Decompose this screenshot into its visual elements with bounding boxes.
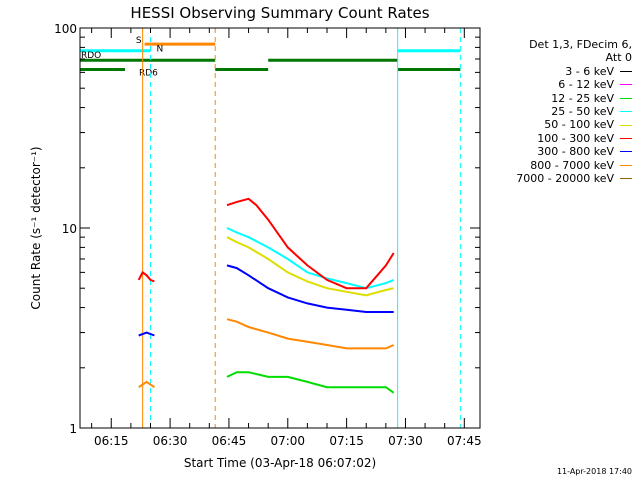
x-tick-label: 07:45 [447, 434, 482, 448]
legend-entry-label: 100 - 300 keV [537, 131, 614, 145]
legend-entry: 6 - 12 keV [492, 78, 632, 91]
series-line [226, 227, 395, 290]
footer-timestamp: 11-Apr-2018 17:40 [556, 467, 632, 476]
legend-entry-label: 50 - 100 keV [544, 118, 614, 132]
series-line [138, 331, 155, 337]
legend-entry: 12 - 25 keV [492, 92, 632, 105]
legend-swatch [620, 111, 632, 113]
flag-label: RD6 [139, 69, 158, 79]
legend-entry-label: 7000 - 20000 keV [516, 171, 614, 185]
x-tick-label: 07:30 [388, 434, 423, 448]
legend-entry: 25 - 50 keV [492, 105, 632, 118]
series-line [226, 197, 395, 290]
flag-label: N [156, 45, 163, 55]
legend-swatch [620, 151, 632, 153]
flag-bars: S N RDO RD6 [80, 36, 461, 79]
legend-entry: 50 - 100 keV [492, 118, 632, 131]
legend-swatch [620, 164, 632, 166]
y-tick-label: 100 [54, 22, 77, 36]
x-tick-label: 06:15 [94, 434, 129, 448]
legend-entry-label: 6 - 12 keV [558, 78, 614, 92]
x-tick-label: 07:00 [270, 434, 305, 448]
flag-label: S [136, 36, 142, 46]
legend-header-line-1: Det 1,3, FDecim 6, [529, 38, 632, 51]
legend-swatch [620, 97, 632, 99]
flag-label: RDO [81, 51, 101, 61]
series-line [226, 371, 395, 394]
legend-swatch [620, 178, 632, 180]
legend-swatch [620, 84, 632, 86]
series-line [226, 264, 394, 313]
x-axis-label: Start Time (03-Apr-18 06:07:02) [184, 456, 376, 470]
legend-header-line-2: Att 0 [605, 51, 632, 65]
series-line [138, 380, 155, 389]
series-lines [137, 197, 395, 394]
series-line [226, 318, 395, 350]
x-tick-label: 07:15 [329, 434, 364, 448]
legend-entry-label: 800 - 7000 keV [530, 158, 614, 172]
plot-frame [79, 27, 481, 429]
legend-entry: 3 - 6 keV [492, 65, 632, 78]
legend-entry-label: 25 - 50 keV [551, 104, 614, 118]
event-vertical-lines [142, 28, 461, 428]
y-tick-label: 1 [69, 422, 77, 436]
x-tick-label: 06:30 [153, 434, 188, 448]
legend-swatch [620, 124, 632, 126]
legend-entry-label: 300 - 800 keV [537, 145, 614, 159]
legend-swatch [620, 71, 632, 72]
x-tick-label: 06:45 [212, 434, 247, 448]
legend-entry: 300 - 800 keV [492, 145, 632, 158]
chart-title: HESSI Observing Summary Count Rates [130, 4, 429, 22]
legend-entry: 7000 - 20000 keV [492, 172, 632, 185]
series-line [226, 236, 394, 297]
legend-entry: 800 - 7000 keV [492, 159, 632, 172]
legend-entry: 100 - 300 keV [492, 132, 632, 145]
legend: Det 1,3, FDecim 6, Att 0 3 - 6 keV 6 - 12… [492, 38, 632, 185]
y-tick-label: 10 [62, 222, 77, 236]
legend-swatch [620, 137, 632, 139]
legend-entry-label: 3 - 6 keV [565, 64, 614, 78]
axis-ticks: 06:15 06:30 06:45 07:00 07:15 07:30 07:45 1 10 10… [54, 22, 482, 448]
y-axis-label: Count Rate (s⁻¹ detector⁻¹) [29, 146, 43, 309]
legend-entry-label: 12 - 25 keV [551, 91, 614, 105]
series-line [137, 270, 155, 283]
